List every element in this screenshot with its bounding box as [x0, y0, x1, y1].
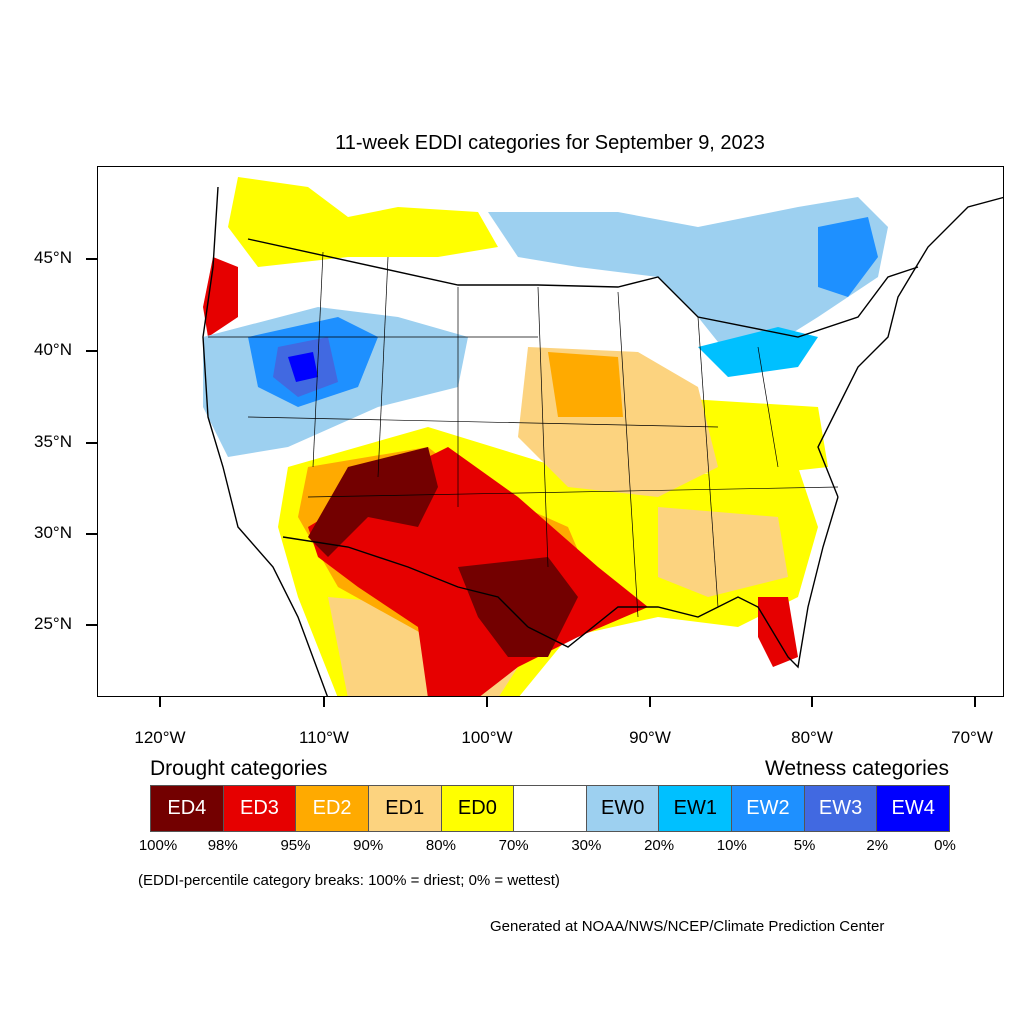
lat-tick	[86, 533, 97, 535]
coastlines	[202, 186, 1003, 696]
us-mexico-border	[282, 536, 529, 628]
percent-break-label: 80%	[425, 837, 456, 854]
legend-swatch-ed4: ED4	[151, 786, 224, 831]
lat-tick	[86, 442, 97, 444]
category-breaks-note: (EDDI-percentile category breaks: 100% =…	[138, 872, 560, 889]
region-ed2-iowa	[548, 352, 623, 417]
legend-swatch-ed2: ED2	[296, 786, 369, 831]
legend-swatch-ew2: EW2	[732, 786, 805, 831]
lon-label-90w: 90°W	[629, 728, 671, 747]
percent-break-label: 98%	[207, 837, 238, 854]
lat-label-30: 30°N	[34, 523, 72, 542]
percent-break-label: 10%	[716, 837, 747, 854]
region-ew1-great-lakes	[698, 327, 818, 377]
map-frame	[97, 166, 1004, 697]
legend-color-bar: ED4 ED3 ED2 ED1 ED0 EW0 EW1 EW2 EW3 EW4	[150, 785, 950, 832]
lon-tick	[323, 697, 325, 707]
region-ed4-texas	[458, 557, 578, 657]
lon-label-80w: 80°W	[791, 728, 833, 747]
gulf-coast	[527, 496, 839, 669]
lon-label-70w: 70°W	[951, 728, 993, 747]
percent-break-label: 0%	[934, 837, 956, 854]
lat-tick	[86, 350, 97, 352]
legend-swatch-ed3: ED3	[223, 786, 297, 831]
west-coast	[202, 186, 329, 696]
eddi-category-regions	[203, 177, 888, 696]
east-coast	[817, 196, 1003, 498]
percent-break-label: 95%	[280, 837, 311, 854]
lon-tick	[649, 697, 651, 707]
legend-swatch-ew4: EW4	[877, 786, 950, 831]
credit-line: Generated at NOAA/NWS/NCEP/Climate Predi…	[490, 918, 885, 935]
lon-label-120w: 120°W	[134, 728, 186, 747]
eddi-map	[202, 177, 1003, 696]
region-ew0-north	[488, 197, 888, 367]
lat-label-40: 40°N	[34, 340, 72, 359]
percent-break-label: 5%	[793, 837, 816, 854]
legend-swatch-ew3: EW3	[804, 786, 878, 831]
percent-break-label: 20%	[644, 837, 675, 854]
region-ed3-florida	[758, 597, 798, 667]
lat-tick	[86, 258, 97, 260]
lat-label-35: 35°N	[34, 432, 72, 451]
region-ed1-southeast	[658, 507, 788, 597]
lon-label-110w: 110°W	[299, 728, 349, 747]
wetness-categories-heading: Wetness categories	[764, 757, 949, 780]
state-borders	[208, 251, 839, 618]
drought-categories-heading: Drought categories	[150, 757, 328, 780]
lon-tick	[486, 697, 488, 707]
region-ew2-northeast	[818, 217, 878, 297]
lat-label-25: 25°N	[34, 614, 72, 633]
us-canada-border	[247, 238, 919, 338]
lon-label-100w: 100°W	[461, 728, 513, 747]
lon-tick	[159, 697, 161, 707]
percent-break-label: 30%	[571, 837, 602, 854]
percent-break-label: 90%	[353, 837, 384, 854]
map-title: 11-week EDDI categories for September 9,…	[335, 132, 765, 154]
legend-swatch-ew0: EW0	[586, 786, 660, 831]
legend-swatch-ed0: ED0	[441, 786, 515, 831]
percent-break-label: 100%	[138, 837, 178, 854]
lon-tick	[811, 697, 813, 707]
percent-break-label: 2%	[866, 837, 889, 854]
lat-label-45: 45°N	[34, 248, 72, 267]
region-ed0-northwest	[228, 177, 498, 267]
lon-tick	[974, 697, 976, 707]
legend-swatch-neutral	[514, 786, 587, 831]
region-ew4-utah	[288, 352, 318, 382]
lat-tick	[86, 624, 97, 626]
legend-swatch-ew1: EW1	[659, 786, 733, 831]
legend-swatch-ed1: ED1	[368, 786, 442, 831]
percent-break-label: 70%	[498, 837, 529, 854]
region-ed4-newmexico	[308, 447, 438, 557]
